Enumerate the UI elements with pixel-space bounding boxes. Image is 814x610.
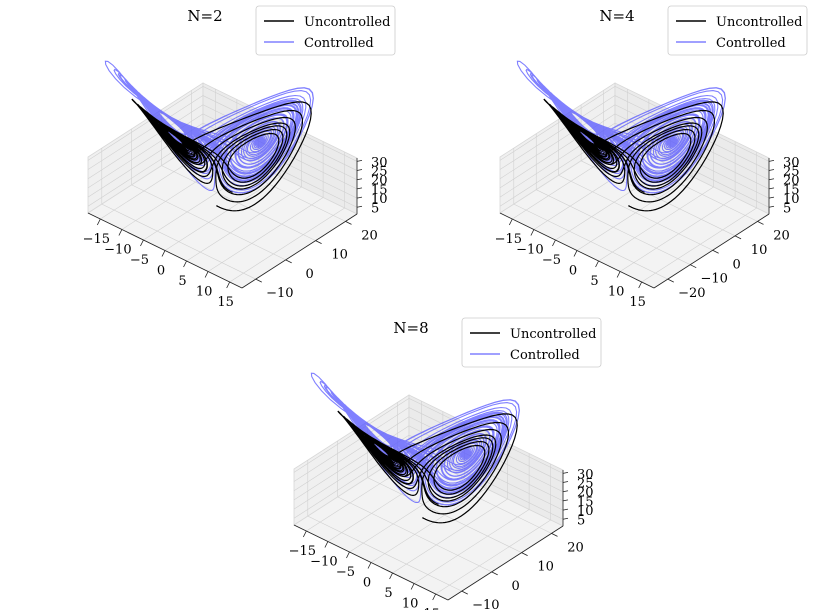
x-tick-label: 10 xyxy=(608,285,625,300)
z-tick-label: 10 xyxy=(577,504,594,519)
z-tick-label: 30 xyxy=(783,155,800,170)
x-tick-label: −5 xyxy=(542,253,561,268)
z-tick-label: 20 xyxy=(577,486,594,501)
y-tick-label: 0 xyxy=(512,579,520,594)
z-tick-label: 10 xyxy=(371,192,388,207)
series-uncontrolled-line xyxy=(543,98,724,212)
x-tick-label: 15 xyxy=(217,295,234,310)
z-tick-label: 20 xyxy=(371,174,388,189)
z-tick-label: 20 xyxy=(783,174,800,189)
y-tick-label: −10 xyxy=(266,286,293,301)
legend: Uncontrolled Controlled xyxy=(255,5,396,56)
z-tick-label: 30 xyxy=(371,155,388,170)
x-tick-label: 15 xyxy=(423,607,440,610)
x-tick-label: 5 xyxy=(590,274,598,289)
z-tick-label: 25 xyxy=(371,165,388,180)
x-tick-label: 0 xyxy=(157,264,165,279)
z-tick-label: 5 xyxy=(783,201,791,216)
x-tick-label: 10 xyxy=(402,597,419,610)
legend-label: Controlled xyxy=(304,36,374,51)
series-uncontrolled-line xyxy=(131,98,312,212)
chart-title: N=2 xyxy=(187,7,222,25)
panel-3: −15−10−5051015−100102051015202530N=8Unco… xyxy=(289,317,602,610)
chart-title: N=4 xyxy=(599,7,634,25)
z-tick-label: 25 xyxy=(783,165,800,180)
x-tick-label: 5 xyxy=(178,274,186,289)
y-tick-label: 10 xyxy=(331,248,348,263)
x-tick-label: −15 xyxy=(289,544,316,559)
legend: Uncontrolled Controlled xyxy=(461,317,602,368)
x-tick-label: −10 xyxy=(516,243,543,258)
y-axis-line xyxy=(653,213,770,289)
z-tick-label: 30 xyxy=(577,467,594,482)
legend-label: Uncontrolled xyxy=(510,327,596,342)
chart-title: N=8 xyxy=(393,319,428,337)
y-tick-label: 20 xyxy=(773,228,790,243)
x-tick-label: −15 xyxy=(495,232,522,247)
y-tick-label: 0 xyxy=(306,267,314,282)
x-tick-label: 10 xyxy=(196,285,213,300)
y-axis-line xyxy=(447,525,564,601)
x-tick-label: −5 xyxy=(130,253,149,268)
series-uncontrolled-line xyxy=(337,410,518,524)
y-tick-label: 0 xyxy=(733,257,741,272)
x-tick-label: −10 xyxy=(310,555,337,570)
z-tick-label: 10 xyxy=(783,192,800,207)
legend: Uncontrolled Controlled xyxy=(667,5,808,56)
y-tick-label: −20 xyxy=(678,286,705,301)
x-tick-label: −10 xyxy=(104,243,131,258)
x-tick-label: 0 xyxy=(363,576,371,591)
x-tick-label: 5 xyxy=(384,586,392,601)
z-tick-label: 15 xyxy=(577,495,594,510)
x-tick-label: −5 xyxy=(336,565,355,580)
y-tick-label: −10 xyxy=(701,272,728,287)
z-tick-label: 5 xyxy=(577,513,585,528)
y-tick-label: 20 xyxy=(361,228,378,243)
y-tick-label: 10 xyxy=(537,560,554,575)
z-tick-label: 5 xyxy=(371,201,379,216)
legend-label: Controlled xyxy=(716,36,786,51)
z-tick-label: 15 xyxy=(783,183,800,198)
z-tick-label: 15 xyxy=(371,183,388,198)
y-tick-label: 10 xyxy=(751,243,768,258)
z-tick-label: 25 xyxy=(577,477,594,492)
legend-label: Uncontrolled xyxy=(304,15,390,30)
x-tick-label: 15 xyxy=(629,295,646,310)
legend-label: Controlled xyxy=(510,348,580,363)
x-tick-label: 0 xyxy=(569,264,577,279)
legend-label: Uncontrolled xyxy=(716,15,802,30)
x-tick-label: −15 xyxy=(83,232,110,247)
y-tick-label: −10 xyxy=(472,598,499,610)
y-tick-label: 20 xyxy=(567,540,584,555)
y-axis-line xyxy=(241,213,358,289)
